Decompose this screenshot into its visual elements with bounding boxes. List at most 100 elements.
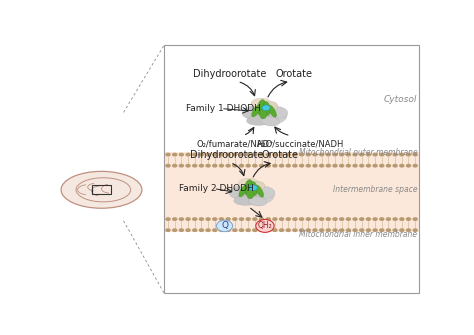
Circle shape bbox=[339, 164, 345, 168]
Circle shape bbox=[205, 228, 211, 232]
Circle shape bbox=[239, 153, 244, 156]
Circle shape bbox=[212, 217, 218, 221]
Circle shape bbox=[252, 153, 257, 156]
Circle shape bbox=[179, 217, 184, 221]
Circle shape bbox=[346, 228, 351, 232]
Text: Dihydroorotate: Dihydroorotate bbox=[193, 69, 267, 79]
Ellipse shape bbox=[263, 102, 278, 111]
Circle shape bbox=[246, 228, 251, 232]
Ellipse shape bbox=[76, 178, 131, 202]
Circle shape bbox=[332, 164, 338, 168]
Circle shape bbox=[365, 217, 371, 221]
Circle shape bbox=[392, 228, 398, 232]
Circle shape bbox=[179, 164, 184, 168]
Ellipse shape bbox=[246, 115, 272, 125]
Ellipse shape bbox=[264, 102, 270, 116]
Ellipse shape bbox=[255, 185, 264, 197]
Text: Mitochondrial inner membrane: Mitochondrial inner membrane bbox=[299, 230, 418, 240]
Circle shape bbox=[406, 228, 411, 232]
Circle shape bbox=[265, 228, 271, 232]
Circle shape bbox=[225, 164, 231, 168]
Circle shape bbox=[256, 219, 274, 232]
Circle shape bbox=[386, 164, 391, 168]
Circle shape bbox=[219, 228, 224, 232]
Ellipse shape bbox=[251, 182, 257, 196]
Ellipse shape bbox=[268, 105, 276, 117]
Circle shape bbox=[319, 217, 324, 221]
Circle shape bbox=[306, 228, 311, 232]
Circle shape bbox=[406, 153, 411, 156]
Circle shape bbox=[219, 164, 224, 168]
Circle shape bbox=[262, 105, 270, 111]
Circle shape bbox=[386, 217, 391, 221]
Circle shape bbox=[339, 217, 345, 221]
Circle shape bbox=[412, 164, 418, 168]
Circle shape bbox=[365, 153, 371, 156]
Circle shape bbox=[379, 164, 384, 168]
Text: O₂/fumarate/NAD⁺: O₂/fumarate/NAD⁺ bbox=[197, 139, 274, 148]
Text: Family 1 DHODH: Family 1 DHODH bbox=[186, 104, 261, 113]
Circle shape bbox=[272, 164, 278, 168]
Circle shape bbox=[205, 164, 211, 168]
Ellipse shape bbox=[244, 180, 253, 195]
Circle shape bbox=[199, 228, 204, 232]
Ellipse shape bbox=[239, 185, 247, 197]
Circle shape bbox=[279, 153, 284, 156]
Text: Cytosol: Cytosol bbox=[384, 95, 418, 104]
Circle shape bbox=[252, 164, 257, 168]
Circle shape bbox=[352, 164, 358, 168]
Circle shape bbox=[386, 153, 391, 156]
Circle shape bbox=[306, 217, 311, 221]
Circle shape bbox=[239, 164, 244, 168]
Circle shape bbox=[306, 153, 311, 156]
Circle shape bbox=[299, 228, 304, 232]
Circle shape bbox=[326, 164, 331, 168]
Circle shape bbox=[285, 228, 291, 232]
Circle shape bbox=[272, 228, 278, 232]
Circle shape bbox=[326, 217, 331, 221]
Circle shape bbox=[232, 217, 237, 221]
Circle shape bbox=[219, 153, 224, 156]
Circle shape bbox=[199, 153, 204, 156]
Circle shape bbox=[252, 217, 257, 221]
Circle shape bbox=[292, 217, 298, 221]
Circle shape bbox=[399, 217, 405, 221]
Ellipse shape bbox=[246, 105, 287, 125]
Circle shape bbox=[212, 153, 218, 156]
Text: QH₂: QH₂ bbox=[257, 221, 273, 230]
Circle shape bbox=[279, 228, 284, 232]
Circle shape bbox=[192, 217, 198, 221]
Circle shape bbox=[192, 164, 198, 168]
Circle shape bbox=[292, 164, 298, 168]
Circle shape bbox=[306, 164, 311, 168]
Circle shape bbox=[373, 217, 378, 221]
Bar bbox=[164, 152, 419, 232]
Ellipse shape bbox=[238, 178, 258, 189]
Circle shape bbox=[359, 217, 365, 221]
Circle shape bbox=[299, 217, 304, 221]
Ellipse shape bbox=[234, 195, 259, 205]
Circle shape bbox=[185, 228, 191, 232]
Circle shape bbox=[179, 153, 184, 156]
Circle shape bbox=[217, 220, 233, 231]
Circle shape bbox=[199, 164, 204, 168]
Circle shape bbox=[373, 153, 378, 156]
Circle shape bbox=[326, 153, 331, 156]
Ellipse shape bbox=[268, 107, 288, 118]
Circle shape bbox=[365, 228, 371, 232]
Circle shape bbox=[239, 228, 244, 232]
Circle shape bbox=[399, 228, 405, 232]
Circle shape bbox=[165, 228, 171, 232]
Circle shape bbox=[232, 153, 237, 156]
Circle shape bbox=[412, 228, 418, 232]
Circle shape bbox=[406, 164, 411, 168]
Circle shape bbox=[232, 164, 237, 168]
Circle shape bbox=[319, 153, 324, 156]
Circle shape bbox=[185, 217, 191, 221]
Text: Intermembrane space: Intermembrane space bbox=[333, 185, 418, 194]
Circle shape bbox=[219, 217, 224, 221]
Text: Family 2 DHODH: Family 2 DHODH bbox=[179, 184, 254, 193]
Circle shape bbox=[259, 217, 264, 221]
Circle shape bbox=[373, 228, 378, 232]
Circle shape bbox=[319, 164, 324, 168]
